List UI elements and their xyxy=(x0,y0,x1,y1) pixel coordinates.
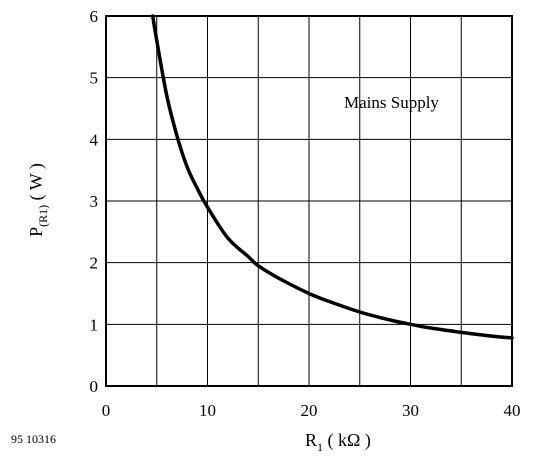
y-tick-label: 2 xyxy=(90,254,99,273)
x-tick-label: 0 xyxy=(102,401,111,420)
y-axis-title: P(R1) ( W ) xyxy=(26,163,50,237)
y-tick-labels: 0 1 2 3 4 5 6 xyxy=(90,7,99,396)
series-line xyxy=(150,14,514,340)
y-tick-label: 3 xyxy=(90,192,99,211)
annotation-mains-supply: Mains Supply xyxy=(344,93,439,112)
x-tick-labels: 0 10 20 30 40 xyxy=(102,401,521,420)
grid xyxy=(106,16,512,386)
plot-frame xyxy=(105,15,513,387)
x-tick-label: 30 xyxy=(402,401,419,420)
x-tick-label: 40 xyxy=(504,401,521,420)
x-tick-label: 10 xyxy=(199,401,216,420)
x-axis-title: R1 ( kΩ ) xyxy=(305,430,371,454)
y-tick-label: 0 xyxy=(90,377,99,396)
y-tick-label: 5 xyxy=(90,69,99,88)
y-tick-label: 6 xyxy=(90,7,99,26)
x-tick-label: 20 xyxy=(301,401,318,420)
figure-id: 95 10316 xyxy=(11,432,56,446)
y-tick-label: 4 xyxy=(90,130,99,149)
y-tick-label: 1 xyxy=(90,315,99,334)
